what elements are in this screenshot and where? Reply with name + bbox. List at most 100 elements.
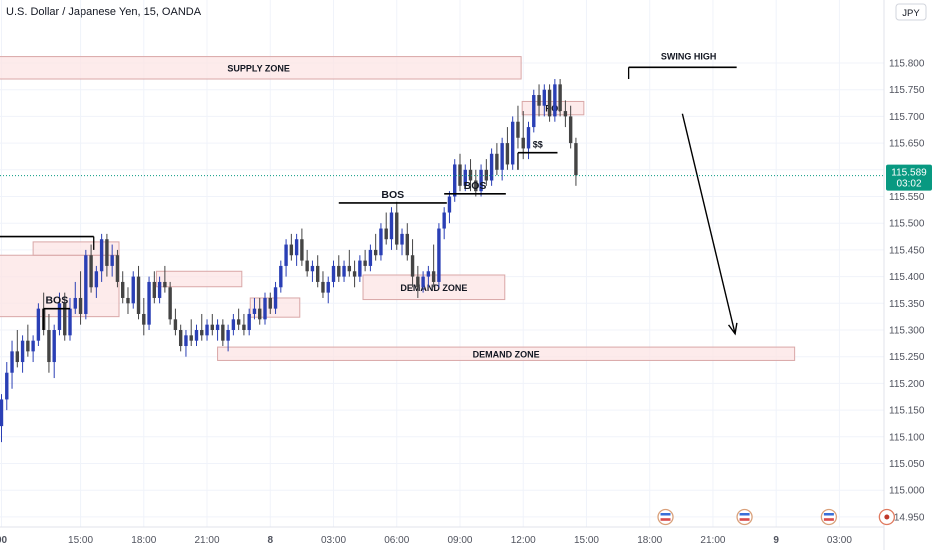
candle [258,297,262,325]
candle [20,335,25,373]
zone-rect[interactable] [32,241,120,256]
candle-body [168,287,172,320]
candle [205,319,209,341]
candle [105,233,109,277]
candle-body [226,330,230,341]
candle [15,330,20,368]
candle [358,255,362,282]
y-tick-label: 115.800 [889,59,925,70]
candle-body [521,137,525,149]
candle-body [331,265,336,282]
candle [289,233,294,261]
x-tick-label: 03:00 [827,535,852,546]
x-tick-label: 18:00 [131,535,156,546]
candle [384,212,388,245]
x-tick-label: 06:00 [384,535,409,546]
candle [558,79,562,117]
candle-body [526,127,531,149]
candle [231,313,236,336]
candle-body [426,271,431,277]
candle [163,265,167,293]
candle-body [337,265,341,277]
zone-rect[interactable] [155,270,243,288]
chart-title: U.S. Dollar / Japanese Yen, 15, OANDA [6,6,202,18]
candle-body [131,276,135,304]
candle [316,255,320,288]
candle-body [84,255,88,314]
candle-body [63,303,67,336]
candle-body [99,239,104,272]
candle-body [537,95,541,106]
candle [189,319,193,347]
candle [410,239,415,288]
candle [500,137,504,181]
candle [395,201,399,250]
candle-body [252,308,257,314]
candle-body [379,228,383,256]
candle-body [368,249,373,266]
candle-body [247,313,251,330]
candle-body [221,324,225,341]
candle-body [47,330,51,363]
candle-body [516,121,520,138]
flag-event-icon[interactable] [657,508,674,526]
candle-body [110,255,114,266]
candle-body [305,260,309,272]
candle [416,265,420,298]
candle-body [294,239,299,256]
x-tick-label: 00 [0,535,7,546]
y-tick-label: 115.500 [889,219,925,230]
candle [553,79,557,122]
candle [574,137,578,186]
candle-body [416,276,420,288]
candle [342,260,346,282]
candle-body [442,212,446,229]
candle-body [468,169,473,181]
candle-body [126,297,130,304]
candle-body [73,297,77,309]
candle [389,207,394,250]
candle [73,281,77,314]
flag-event-icon[interactable] [820,508,838,526]
y-tick-label: 115.350 [889,299,925,310]
zone-rect[interactable] [0,56,522,80]
candle-body [347,265,352,272]
event-marker-icon[interactable] [878,508,896,526]
zone-rect[interactable] [217,346,796,361]
y-tick-label: 115.400 [889,272,925,283]
candle [431,244,436,288]
candle-body [68,308,72,336]
candle-body [384,228,388,240]
candle [331,260,336,288]
candle [63,292,67,341]
candle [252,297,257,320]
y-tick-label: 115.050 [889,459,925,470]
candle [489,148,494,186]
candle-body [0,399,4,427]
candle-body [5,372,9,400]
candle-body [479,169,483,192]
candle-body [310,265,315,272]
level-label: BOS [381,189,404,201]
y-tick-label: 115.700 [889,112,925,123]
candle [142,297,146,336]
candle-body [342,265,346,277]
candle-body [26,340,30,352]
candle [474,169,478,197]
candle [516,105,520,149]
candle [210,313,214,336]
candle [78,271,83,325]
candle-body [200,330,204,336]
candle-body [78,297,83,314]
candle-body [373,249,378,256]
projection-arrow-line[interactable] [681,113,736,334]
flag-event-icon[interactable] [736,508,753,526]
candle-body [437,228,441,282]
candle-body [31,340,35,352]
currency-badge[interactable]: JPY [895,3,927,21]
candle [215,319,220,341]
candle-body [553,84,557,117]
candle [326,276,330,304]
candle-body [421,276,425,288]
